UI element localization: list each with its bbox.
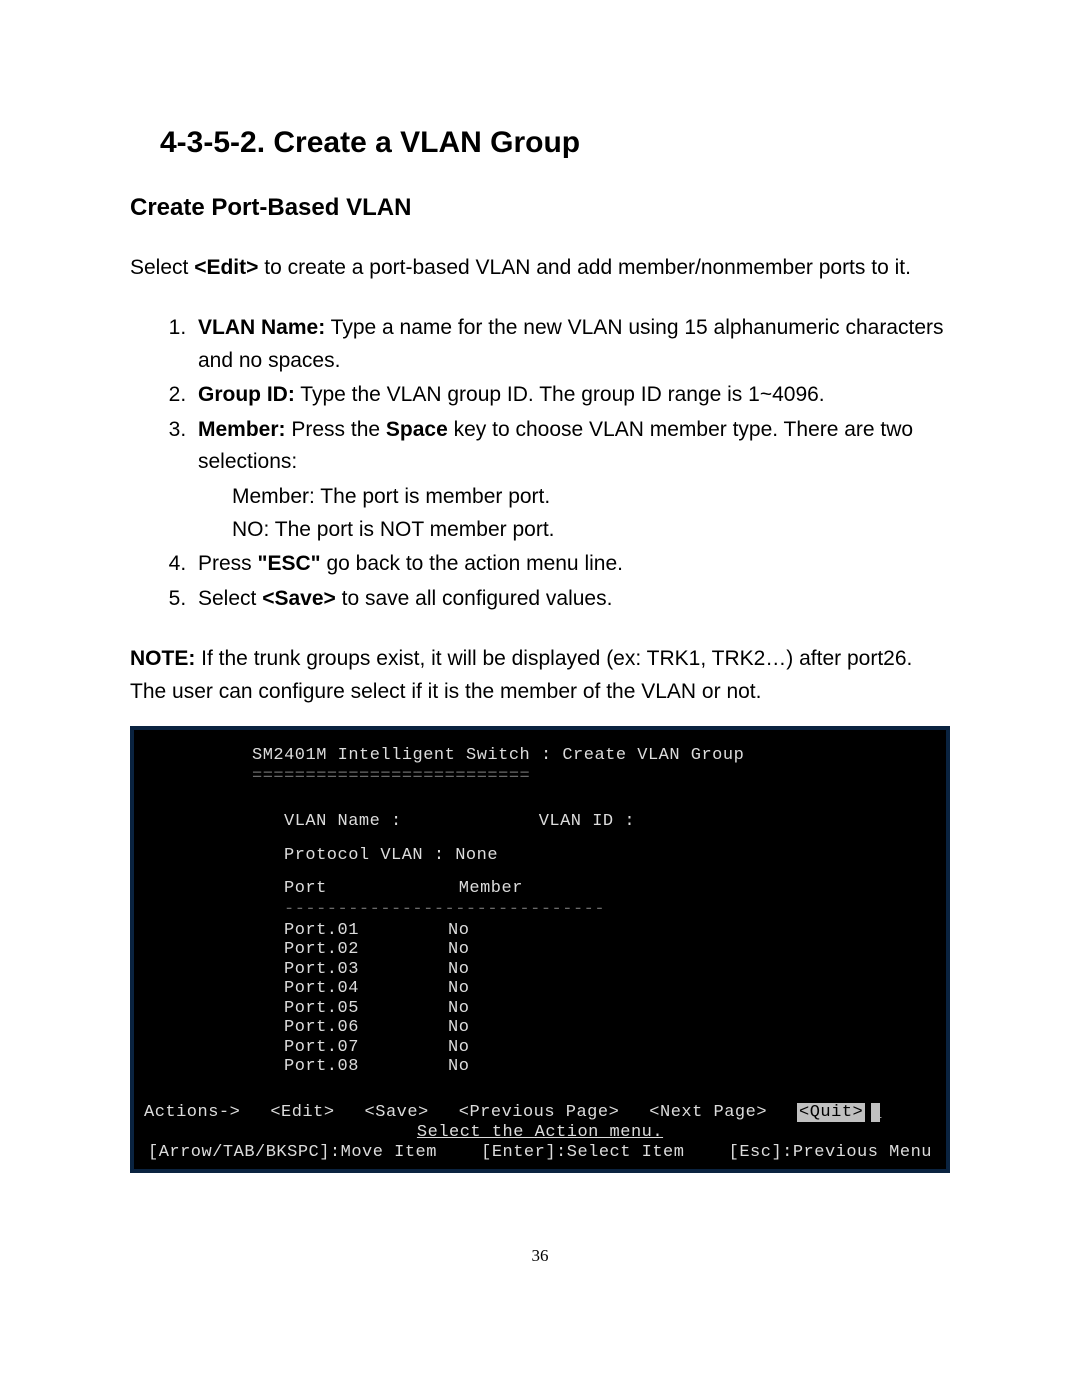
list-item-text: Type the VLAN group ID. The group ID ran…: [295, 383, 825, 406]
vlan-name-label: VLAN Name :: [284, 812, 528, 832]
terminal-title: SM2401M Intelligent Switch : Create VLAN…: [144, 746, 936, 766]
port-name: Port.08: [284, 1057, 448, 1077]
port-member-value: No: [448, 921, 469, 941]
port-member-value: No: [448, 999, 469, 1019]
sub-item: NO: The port is NOT member port.: [232, 514, 950, 547]
note-text: If the trunk groups exist, it will be di…: [130, 647, 912, 703]
port-member-value: No: [448, 979, 469, 999]
list-item-bold2: Space: [386, 418, 448, 441]
port-member-value: No: [448, 1018, 469, 1038]
port-member-value: No: [448, 1038, 469, 1058]
list-item-bold: "ESC": [258, 552, 321, 575]
port-row: Port.07No: [144, 1038, 936, 1058]
action-edit[interactable]: <Edit>: [270, 1103, 334, 1123]
vlan-fields-row: VLAN Name : VLAN ID :: [144, 812, 936, 832]
actions-row: Actions-> <Edit> <Save> <Previous Page> …: [144, 1103, 936, 1123]
list-item: VLAN Name: Type a name for the new VLAN …: [192, 312, 950, 377]
list-item: Select <Save> to save all configured val…: [192, 583, 950, 616]
actions-label: Actions->: [144, 1103, 240, 1123]
intro-suffix: to create a port-based VLAN and add memb…: [258, 256, 911, 279]
port-name: Port.07: [284, 1038, 448, 1058]
page-number: 36: [130, 1243, 950, 1269]
port-row: Port.02No: [144, 940, 936, 960]
list-item: Press "ESC" go back to the action menu l…: [192, 548, 950, 581]
port-row: Port.04No: [144, 979, 936, 999]
select-action-message: Select the Action menu.: [144, 1123, 936, 1143]
action-quit[interactable]: <Quit>: [797, 1103, 865, 1123]
col-port-header: Port: [284, 879, 448, 899]
port-name: Port.02: [284, 940, 448, 960]
list-item-bold: Group ID:: [198, 383, 295, 406]
col-member-header: Member: [459, 879, 523, 899]
port-row: Port.01No: [144, 921, 936, 941]
list-item-bold: Member:: [198, 418, 291, 441]
list-item-text: Press the: [291, 418, 386, 441]
port-table-divider: ------------------------------: [144, 900, 936, 920]
port-name: Port.05: [284, 999, 448, 1019]
port-name: Port.06: [284, 1018, 448, 1038]
list-item-bold: VLAN Name:: [198, 316, 325, 339]
port-name: Port.04: [284, 979, 448, 999]
intro-prefix: Select: [130, 256, 194, 279]
port-row: Port.05No: [144, 999, 936, 1019]
instruction-list: VLAN Name: Type a name for the new VLAN …: [130, 312, 950, 615]
section-heading: 4-3-5-2. Create a VLAN Group: [130, 120, 950, 167]
list-item-text-before: Select: [198, 587, 262, 610]
port-table-header: Port Member: [144, 879, 936, 899]
port-member-value: No: [448, 940, 469, 960]
list-item-text-before: Press: [198, 552, 258, 575]
terminal-screenshot: SM2401M Intelligent Switch : Create VLAN…: [130, 726, 950, 1172]
action-previous-page[interactable]: <Previous Page>: [459, 1103, 620, 1123]
port-row: Port.08No: [144, 1057, 936, 1077]
intro-paragraph: Select <Edit> to create a port-based VLA…: [130, 252, 950, 285]
note-bold: NOTE:: [130, 647, 195, 670]
sub-item: Member: The port is member port.: [232, 481, 950, 514]
port-member-value: No: [448, 1057, 469, 1077]
cursor: _: [871, 1103, 880, 1123]
action-save[interactable]: <Save>: [365, 1103, 429, 1123]
port-name: Port.01: [284, 921, 448, 941]
list-item: Group ID: Type the VLAN group ID. The gr…: [192, 379, 950, 412]
intro-edit-keyword: <Edit>: [194, 256, 258, 279]
port-row: Port.03No: [144, 960, 936, 980]
list-item-text-after: go back to the action menu line.: [321, 552, 623, 575]
hint-esc: [Esc]:Previous Menu: [729, 1143, 932, 1163]
list-item: Member: Press the Space key to choose VL…: [192, 414, 950, 546]
vlan-id-label: VLAN ID :: [539, 812, 635, 832]
key-hints-row: [Arrow/TAB/BKSPC]:Move Item [Enter]:Sele…: [144, 1143, 936, 1163]
section-subheading: Create Port-Based VLAN: [130, 189, 950, 226]
list-item-bold: <Save>: [262, 587, 336, 610]
port-member-value: No: [448, 960, 469, 980]
protocol-vlan-row: Protocol VLAN : None: [144, 846, 936, 866]
terminal-title-divider: ==========================: [144, 767, 936, 787]
action-next-page[interactable]: <Next Page>: [649, 1103, 767, 1123]
note-paragraph: NOTE: If the trunk groups exist, it will…: [130, 643, 950, 708]
port-name: Port.03: [284, 960, 448, 980]
hint-select: [Enter]:Select Item: [481, 1143, 684, 1163]
list-item-text-after: to save all configured values.: [336, 587, 613, 610]
port-row: Port.06No: [144, 1018, 936, 1038]
hint-move: [Arrow/TAB/BKSPC]:Move Item: [148, 1143, 437, 1163]
